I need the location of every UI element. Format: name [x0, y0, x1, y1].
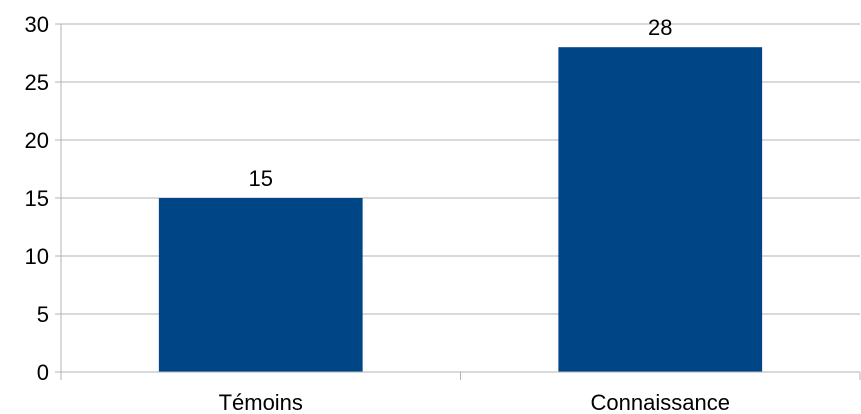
y-tick-label: 20 [25, 128, 49, 153]
y-tick-label: 30 [25, 12, 49, 37]
bar-1 [558, 47, 763, 372]
y-tick-label: 0 [37, 360, 49, 385]
x-tick-label: Témoins [219, 390, 303, 414]
labels: 0 5 10 15 20 25 30 15 Témoins 28 Connaissance [25, 12, 730, 414]
y-tick-label: 10 [25, 244, 49, 269]
data-label: 15 [249, 166, 273, 191]
bar-0 [158, 198, 363, 372]
y-tick-label: 5 [37, 302, 49, 327]
y-tick-label: 15 [25, 186, 49, 211]
bars [158, 47, 763, 372]
axes [55, 24, 861, 380]
y-tick-label: 25 [25, 70, 49, 95]
x-tick-label: Connaissance [591, 390, 730, 414]
data-label: 28 [648, 15, 672, 40]
